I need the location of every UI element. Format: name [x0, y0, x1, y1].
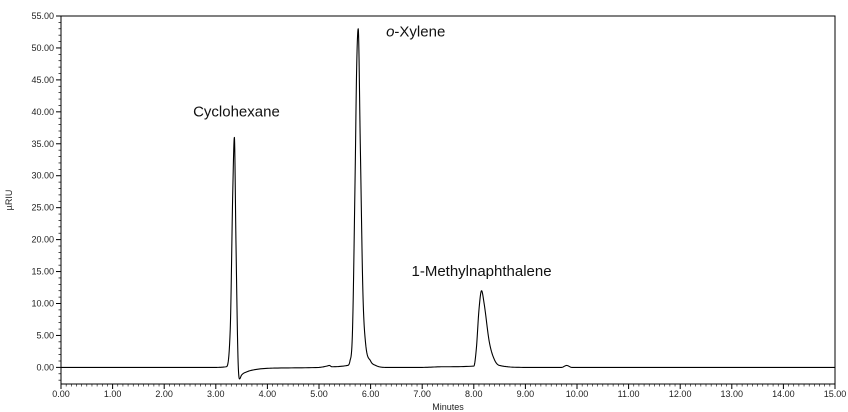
peak-label: Cyclohexane	[193, 103, 280, 120]
x-axis: 0.00 1.00 2.00 3.00 4.00 5.00 6.00 7.00 8.00 9.00…	[52, 384, 846, 399]
x-tick-label: 10.00	[566, 389, 589, 399]
y-tick-label: 55.00	[31, 11, 54, 21]
y-tick-label: 40.00	[31, 107, 54, 117]
x-tick-label: 12.00	[669, 389, 692, 399]
y-tick-label: 45.00	[31, 75, 54, 85]
series-layer	[61, 28, 835, 380]
y-tick-label: 30.00	[31, 171, 54, 181]
x-tick-label: 7.00	[413, 389, 431, 399]
annotation-layer: Cyclohexane o-Xylene 1-Methylnaphthalene	[193, 23, 552, 280]
x-tick-label: 2.00	[155, 389, 173, 399]
y-tick-label: 15.00	[31, 267, 54, 277]
x-tick-label: 0.00	[52, 389, 70, 399]
y-tick-label: 0.00	[36, 362, 54, 372]
x-tick-label: 14.00	[772, 389, 795, 399]
y-tick-label: 10.00	[31, 299, 54, 309]
x-tick-label: 9.00	[517, 389, 535, 399]
x-tick-label: 1.00	[104, 389, 122, 399]
plot-frame	[60, 15, 836, 385]
y-tick-label: 25.00	[31, 203, 54, 213]
x-tick-label: 3.00	[207, 389, 225, 399]
chromatogram-trace	[61, 28, 835, 380]
peak-label: 1-Methylnaphthalene	[411, 263, 551, 280]
y-tick-label: 50.00	[31, 43, 54, 53]
x-tick-label: 4.00	[259, 389, 277, 399]
y-tick-label: 5.00	[36, 330, 54, 340]
y-tick-label: 20.00	[31, 235, 54, 245]
x-tick-label: 15.00	[824, 389, 847, 399]
x-tick-label: 5.00	[310, 389, 328, 399]
y-axis-title: µRIU	[4, 190, 14, 211]
peak-label: o-Xylene	[386, 23, 445, 40]
y-axis: 0.00 5.00 10.00 15.00 20.00 25.00 30.00 35.00 40…	[31, 11, 61, 381]
x-tick-label: 11.00	[618, 389, 640, 399]
x-axis-title: Minutes	[432, 402, 464, 412]
x-tick-label: 6.00	[362, 389, 380, 399]
y-tick-label: 35.00	[31, 139, 54, 149]
x-tick-label: 8.00	[465, 389, 483, 399]
plot-border	[60, 15, 836, 385]
x-tick-label: 13.00	[721, 389, 744, 399]
